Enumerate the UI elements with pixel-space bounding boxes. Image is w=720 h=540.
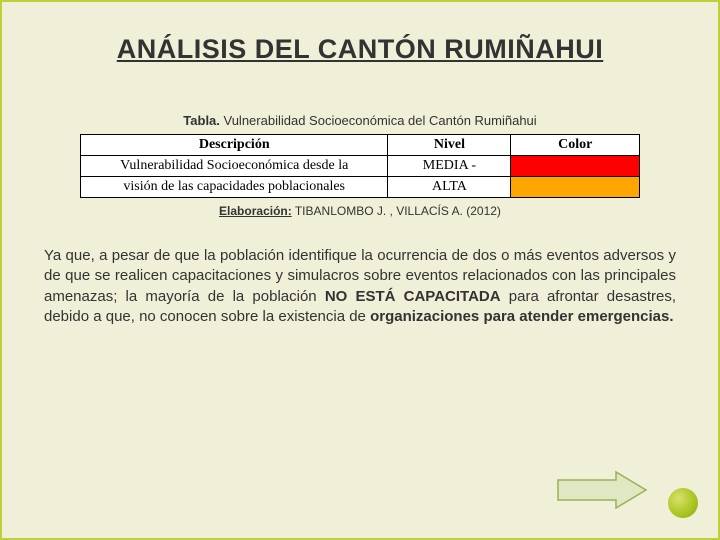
slide-title: ANÁLISIS DEL CANTÓN RUMIÑAHUI — [42, 34, 678, 65]
table-credit: Elaboración: TIBANLOMBO J. , VILLACÍS A.… — [42, 204, 678, 218]
para-emph-2: organizaciones para atender emergencias. — [370, 308, 673, 325]
analysis-paragraph: Ya que, a pesar de que la población iden… — [42, 246, 678, 327]
col-header-nivel: Nivel — [388, 135, 511, 156]
table-caption: Tabla. Vulnerabilidad Socioeconómica del… — [42, 113, 678, 128]
caption-label: Tabla. — [183, 113, 220, 128]
cell-nivel-1: MEDIA - — [388, 156, 511, 177]
table-header-row: Descripción Nivel Color — [81, 135, 640, 156]
cell-desc-1: Vulnerabilidad Socioeconómica desde la — [81, 156, 388, 177]
cell-nivel-2: ALTA — [388, 177, 511, 198]
table-row: visión de las capacidades poblacionales … — [81, 177, 640, 198]
cell-color-2 — [511, 177, 640, 198]
col-header-color: Color — [511, 135, 640, 156]
arrow-right-icon — [556, 470, 648, 510]
next-arrow-button[interactable] — [556, 470, 648, 510]
table-row: Vulnerabilidad Socioeconómica desde la M… — [81, 156, 640, 177]
credit-text: TIBANLOMBO J. , VILLACÍS A. (2012) — [292, 204, 501, 218]
slide: ANÁLISIS DEL CANTÓN RUMIÑAHUI Tabla. Vul… — [0, 0, 720, 540]
para-emph-1: NO ESTÁ CAPACITADA — [325, 288, 501, 305]
vulnerability-table: Descripción Nivel Color Vulnerabilidad S… — [80, 134, 640, 198]
decorative-dot-icon — [668, 488, 698, 518]
col-header-descripcion: Descripción — [81, 135, 388, 156]
cell-desc-2: visión de las capacidades poblacionales — [81, 177, 388, 198]
credit-label: Elaboración: — [219, 204, 292, 218]
cell-color-1 — [511, 156, 640, 177]
caption-text: Vulnerabilidad Socioeconómica del Cantón… — [220, 113, 537, 128]
